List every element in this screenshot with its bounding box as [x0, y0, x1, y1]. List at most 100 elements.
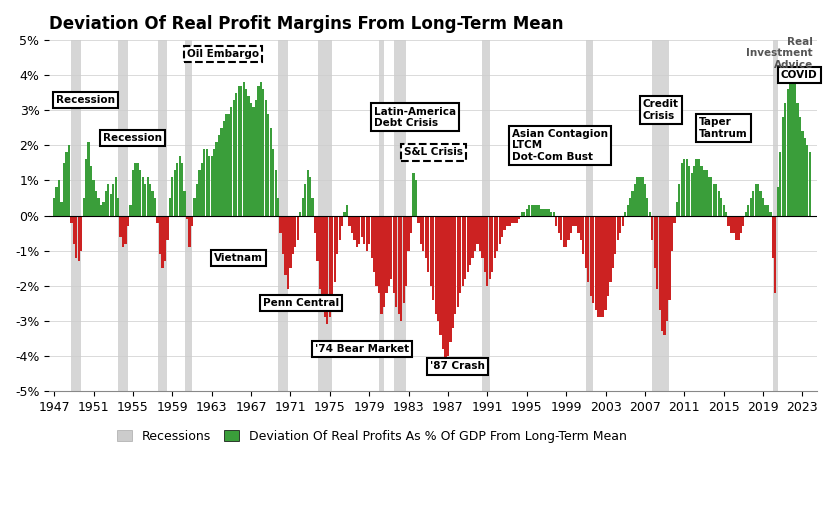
Bar — [318, 40, 333, 391]
Bar — [346, 205, 348, 216]
Bar — [267, 114, 270, 216]
Bar — [55, 187, 58, 216]
Bar — [137, 163, 139, 216]
Bar — [560, 216, 562, 240]
Bar — [799, 117, 801, 216]
Bar — [262, 89, 265, 216]
Bar — [142, 177, 144, 216]
Bar — [520, 212, 523, 216]
Bar — [582, 216, 584, 254]
Bar — [656, 216, 659, 289]
Bar — [127, 216, 129, 226]
Bar — [715, 184, 717, 216]
Bar — [809, 152, 811, 216]
Bar — [712, 184, 715, 216]
Bar — [326, 216, 328, 324]
Bar — [257, 86, 260, 216]
Bar — [380, 216, 383, 314]
Bar — [673, 216, 675, 223]
Bar — [459, 216, 462, 293]
Bar — [73, 216, 75, 244]
Bar — [132, 170, 134, 216]
Bar — [134, 163, 137, 216]
Bar — [356, 216, 358, 247]
Bar — [481, 216, 484, 258]
Bar — [454, 216, 457, 314]
Bar — [452, 216, 454, 328]
Bar — [639, 177, 641, 216]
Bar — [83, 198, 85, 216]
Bar — [245, 89, 247, 216]
Bar — [225, 114, 228, 216]
Bar — [171, 177, 173, 216]
Bar — [543, 208, 545, 216]
Bar — [184, 40, 192, 391]
Bar — [769, 212, 772, 216]
Bar — [97, 198, 100, 216]
Text: S&L Crisis: S&L Crisis — [404, 148, 463, 158]
Bar — [242, 82, 245, 216]
Bar — [223, 121, 225, 216]
Bar — [794, 82, 796, 216]
Bar — [272, 149, 274, 216]
Bar — [230, 107, 232, 216]
Bar — [60, 202, 63, 216]
Bar — [659, 216, 661, 310]
Bar — [437, 216, 439, 321]
Bar — [278, 40, 288, 391]
Bar — [703, 170, 705, 216]
Bar — [514, 216, 515, 223]
Bar — [328, 216, 331, 317]
Bar — [339, 216, 341, 240]
Bar — [115, 177, 116, 216]
Bar — [105, 191, 107, 216]
Bar — [599, 216, 602, 317]
Bar — [203, 149, 205, 216]
Text: Recession: Recession — [56, 94, 115, 105]
Bar — [518, 216, 520, 219]
Bar — [691, 173, 693, 216]
Bar — [360, 216, 363, 237]
Bar — [159, 216, 161, 254]
Bar — [750, 198, 752, 216]
Bar — [139, 170, 142, 216]
Bar — [314, 216, 316, 233]
Bar — [774, 216, 777, 293]
Bar — [580, 216, 582, 240]
Bar — [247, 96, 250, 216]
Text: '87 Crash: '87 Crash — [430, 361, 485, 371]
Bar — [791, 68, 794, 216]
Bar — [334, 216, 336, 282]
Bar — [779, 152, 781, 216]
Bar — [629, 198, 631, 216]
Bar — [397, 216, 400, 314]
Bar — [80, 216, 82, 250]
Bar — [318, 216, 321, 289]
Bar — [698, 160, 701, 216]
Bar — [75, 216, 77, 258]
Bar — [270, 128, 272, 216]
Bar — [747, 205, 749, 216]
Bar — [388, 216, 390, 286]
Bar — [752, 191, 754, 216]
Bar — [378, 216, 380, 293]
Bar — [706, 170, 707, 216]
Bar — [548, 208, 550, 216]
Bar — [772, 216, 774, 258]
Bar — [435, 216, 437, 314]
Text: COVID: COVID — [781, 70, 817, 80]
Bar — [696, 160, 698, 216]
Bar — [299, 212, 302, 216]
Bar — [587, 216, 589, 282]
Bar — [586, 40, 593, 391]
Bar — [240, 86, 242, 216]
Bar — [186, 216, 189, 219]
Bar — [205, 149, 208, 216]
Bar — [102, 202, 105, 216]
Bar — [87, 142, 90, 216]
Bar — [693, 166, 696, 216]
Bar — [70, 216, 73, 223]
Bar — [612, 216, 614, 268]
Bar — [538, 205, 541, 216]
Bar — [464, 216, 466, 279]
